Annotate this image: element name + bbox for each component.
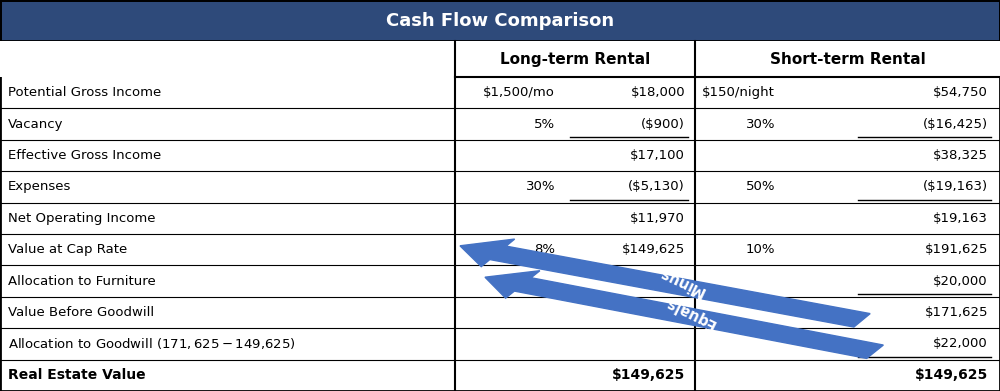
Text: ($19,163): ($19,163) bbox=[923, 180, 988, 194]
Polygon shape bbox=[460, 239, 870, 327]
Text: 50%: 50% bbox=[746, 180, 775, 194]
Text: Cash Flow Comparison: Cash Flow Comparison bbox=[386, 11, 614, 30]
Text: 30%: 30% bbox=[526, 180, 555, 194]
Text: $149,625: $149,625 bbox=[612, 368, 685, 382]
Text: 10%: 10% bbox=[746, 243, 775, 256]
Text: $150/night: $150/night bbox=[702, 86, 775, 99]
Polygon shape bbox=[485, 271, 883, 359]
Text: $22,000: $22,000 bbox=[933, 337, 988, 350]
Text: $191,625: $191,625 bbox=[925, 243, 988, 256]
Text: Expenses: Expenses bbox=[8, 180, 71, 194]
Text: $1,500/mo: $1,500/mo bbox=[483, 86, 555, 99]
Text: 5%: 5% bbox=[534, 118, 555, 131]
Text: ($900): ($900) bbox=[641, 118, 685, 131]
Text: $11,970: $11,970 bbox=[630, 212, 685, 225]
Text: Vacancy: Vacancy bbox=[8, 118, 64, 131]
Text: Minus: Minus bbox=[656, 264, 706, 298]
FancyBboxPatch shape bbox=[0, 0, 1000, 41]
Text: Value at Cap Rate: Value at Cap Rate bbox=[8, 243, 127, 256]
Text: $17,100: $17,100 bbox=[630, 149, 685, 162]
Text: $149,625: $149,625 bbox=[915, 368, 988, 382]
Text: Allocation to Goodwill ($171,625 - $149,625): Allocation to Goodwill ($171,625 - $149,… bbox=[8, 336, 296, 352]
Text: $38,325: $38,325 bbox=[933, 149, 988, 162]
Text: Net Operating Income: Net Operating Income bbox=[8, 212, 156, 225]
Text: Short-term Rental: Short-term Rental bbox=[770, 52, 925, 66]
Text: $149,625: $149,625 bbox=[622, 243, 685, 256]
Text: Equals: Equals bbox=[662, 294, 718, 331]
Text: $19,163: $19,163 bbox=[933, 212, 988, 225]
Text: Potential Gross Income: Potential Gross Income bbox=[8, 86, 161, 99]
Text: $171,625: $171,625 bbox=[924, 306, 988, 319]
Text: $54,750: $54,750 bbox=[933, 86, 988, 99]
Text: Allocation to Furniture: Allocation to Furniture bbox=[8, 274, 156, 288]
Text: ($5,130): ($5,130) bbox=[628, 180, 685, 194]
Text: Long-term Rental: Long-term Rental bbox=[500, 52, 650, 66]
Text: $20,000: $20,000 bbox=[933, 274, 988, 288]
FancyBboxPatch shape bbox=[0, 41, 1000, 77]
Text: $18,000: $18,000 bbox=[630, 86, 685, 99]
Text: 30%: 30% bbox=[746, 118, 775, 131]
Text: 8%: 8% bbox=[534, 243, 555, 256]
Text: Effective Gross Income: Effective Gross Income bbox=[8, 149, 161, 162]
Text: Real Estate Value: Real Estate Value bbox=[8, 368, 146, 382]
Text: ($16,425): ($16,425) bbox=[923, 118, 988, 131]
Text: Value Before Goodwill: Value Before Goodwill bbox=[8, 306, 154, 319]
